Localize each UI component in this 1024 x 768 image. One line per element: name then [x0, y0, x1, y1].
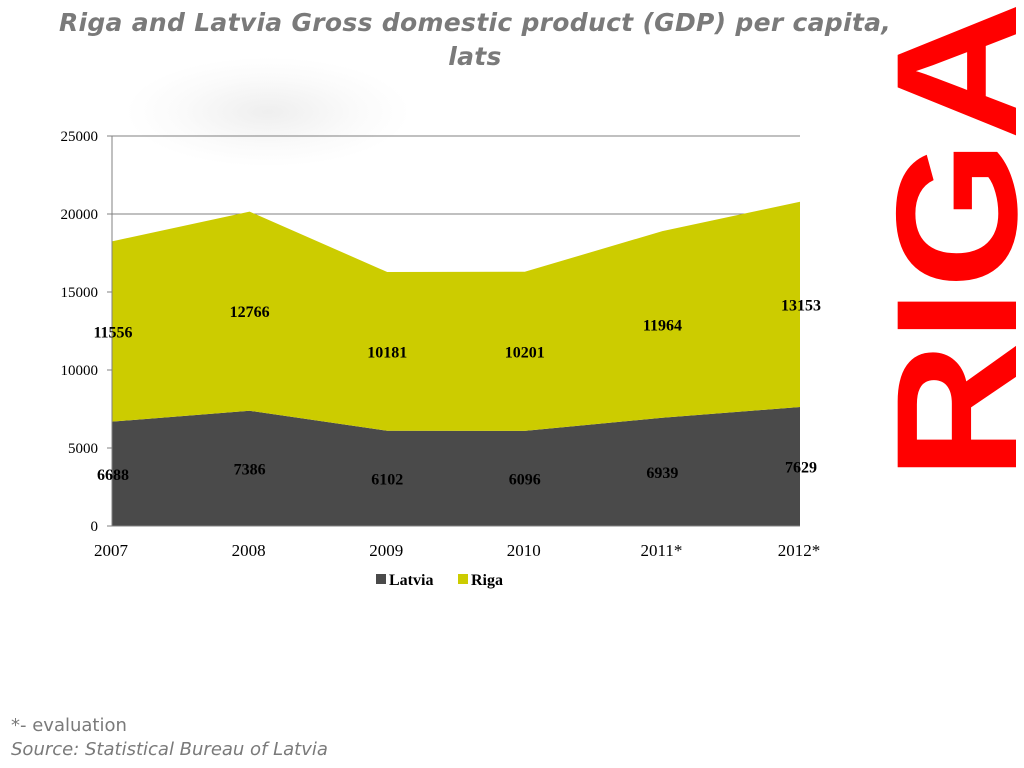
data-labels: 6688 7386 6102 6096 6939 7629 11556 12766 10181 1…	[93, 297, 821, 488]
legend-label-latvia: Latvia	[389, 572, 433, 589]
data-label-latvia-3: 6096	[509, 471, 541, 488]
x-tick-label-4: 2011*	[640, 541, 682, 560]
y-tick-label-20000: 20000	[61, 207, 99, 223]
data-label-riga-3: 10201	[505, 344, 545, 361]
legend-label-riga: Riga	[471, 572, 503, 589]
y-tick-label-25000: 25000	[61, 129, 99, 145]
y-tick-label-5000: 5000	[68, 441, 98, 457]
source-footnote: Source: Statistical Bureau of Latvia	[11, 739, 328, 760]
data-label-latvia-2: 6102	[371, 471, 403, 488]
data-label-riga-2: 10181	[367, 344, 407, 361]
x-axis-ticks: 2007 2008 2009 2010 2011* 2012*	[94, 541, 820, 560]
data-label-latvia-4: 6939	[646, 465, 678, 482]
y-tick-label-10000: 10000	[61, 363, 99, 379]
decorative-glow	[128, 58, 408, 166]
data-label-riga-5: 13153	[781, 297, 821, 314]
data-label-riga-0: 11556	[93, 325, 132, 342]
area-series	[112, 201, 800, 526]
data-label-latvia-5: 7629	[785, 459, 817, 476]
riga-brand-logo: RIGA	[874, 2, 1024, 480]
evaluation-footnote: *- evaluation	[11, 715, 127, 736]
legend-swatch-latvia	[376, 574, 386, 584]
axes	[111, 136, 800, 527]
x-tick-label-3: 2010	[507, 541, 541, 560]
area-latvia	[112, 406, 800, 526]
legend: Latvia Riga	[376, 572, 503, 589]
legend-swatch-riga	[458, 574, 468, 584]
data-label-riga-1: 12766	[230, 304, 270, 321]
y-tick-label-0: 0	[91, 519, 99, 535]
data-label-latvia-1: 7386	[234, 461, 266, 478]
y-tick-label-15000: 15000	[61, 285, 99, 301]
chart-title: Riga and Latvia Gross domestic product (…	[30, 6, 920, 74]
riga-brand-text: RIGA	[874, 2, 1024, 480]
x-tick-label-1: 2008	[232, 541, 266, 560]
y-axis-ticks: 0 5000 10000 15000 20000 25000	[61, 129, 112, 535]
chart-title-line-1: Riga and Latvia Gross domestic product (…	[58, 8, 892, 37]
data-label-latvia-0: 6688	[97, 467, 129, 484]
x-tick-label-2: 2009	[369, 541, 403, 560]
area-riga	[112, 201, 800, 431]
data-label-riga-4: 11964	[643, 317, 682, 334]
chart-title-line-2: lats	[448, 42, 502, 71]
x-tick-label-5: 2012*	[778, 541, 821, 560]
x-tick-label-0: 2007	[94, 541, 129, 560]
